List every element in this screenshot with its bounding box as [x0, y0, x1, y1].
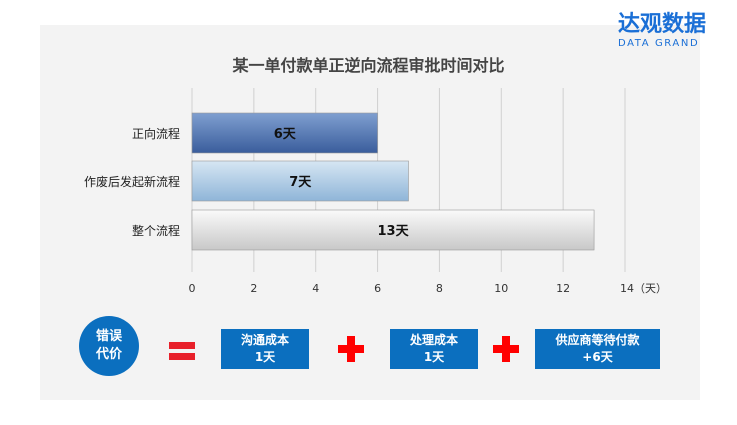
- x-tick-label: 14（天）: [620, 282, 667, 295]
- plus-icon: [338, 336, 364, 362]
- term-box: 沟通成本 1天: [221, 329, 309, 369]
- equals-icon-top: [169, 342, 195, 349]
- x-tick-label: 0: [189, 282, 196, 295]
- category-label: 整个流程: [132, 223, 180, 238]
- chart-title: 某一单付款单正逆向流程审批时间对比: [232, 56, 505, 75]
- result-line: 代价: [95, 347, 122, 362]
- data-label: 7天: [289, 175, 312, 190]
- x-tick-label: 12: [556, 282, 570, 295]
- bar: [191, 209, 595, 251]
- x-tick-label: 10: [494, 282, 508, 295]
- data-label: 6天: [274, 127, 297, 142]
- category-label: 作废后发起新流程: [84, 174, 180, 189]
- bar: [191, 112, 378, 154]
- bar: [191, 160, 409, 202]
- x-tick-label: 8: [436, 282, 443, 295]
- result-line: 错误: [95, 329, 122, 344]
- term-box: 处理成本 1天: [390, 329, 478, 369]
- plus-icon: [493, 336, 519, 362]
- equals-icon-bottom: [169, 353, 195, 360]
- x-tick-label: 4: [312, 282, 319, 295]
- error-cost-circle: 错误 代价: [79, 316, 139, 376]
- logo: 达观数据 DATA GRAND: [618, 12, 706, 50]
- logo-cn: 达观数据: [618, 12, 707, 37]
- data-label: 13天: [377, 224, 409, 239]
- x-tick-label: 6: [374, 282, 381, 295]
- x-tick-label: 2: [250, 282, 257, 295]
- term-box: 供应商等待付款 +6天: [535, 329, 660, 369]
- category-label: 正向流程: [132, 126, 180, 141]
- logo-en: DATA GRAND: [618, 38, 700, 49]
